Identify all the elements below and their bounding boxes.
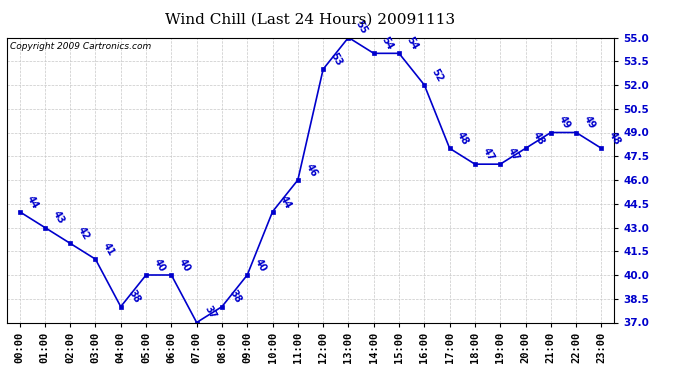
Text: 40: 40 [253,257,268,274]
Text: 40: 40 [152,257,167,274]
Text: 42: 42 [76,225,91,242]
Text: 48: 48 [531,130,546,147]
Text: 38: 38 [228,288,243,305]
Text: 53: 53 [328,51,344,68]
Text: 44: 44 [278,194,293,210]
Text: 41: 41 [101,241,117,258]
Text: Copyright 2009 Cartronics.com: Copyright 2009 Cartronics.com [10,42,151,51]
Text: Wind Chill (Last 24 Hours) 20091113: Wind Chill (Last 24 Hours) 20091113 [166,13,455,27]
Text: 43: 43 [50,209,66,226]
Text: 48: 48 [607,130,622,147]
Text: 38: 38 [126,288,141,305]
Text: 49: 49 [582,114,597,131]
Text: 54: 54 [404,35,420,52]
Text: 44: 44 [25,194,41,210]
Text: 49: 49 [556,114,572,131]
Text: 48: 48 [455,130,471,147]
Text: 46: 46 [304,162,319,178]
Text: 47: 47 [506,146,521,163]
Text: 52: 52 [430,67,445,84]
Text: 47: 47 [480,146,496,163]
Text: 37: 37 [202,304,217,321]
Text: 55: 55 [354,20,369,36]
Text: 54: 54 [380,35,395,52]
Text: 40: 40 [177,257,193,274]
